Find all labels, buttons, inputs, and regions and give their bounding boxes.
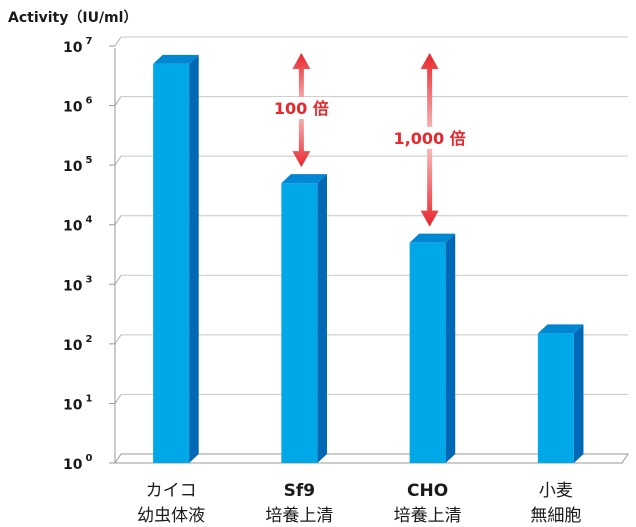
y-tick-label: 10 3	[63, 274, 92, 294]
bar-2	[409, 233, 456, 463]
bar-side	[573, 324, 584, 463]
fold-label: 1,000 倍	[394, 129, 466, 148]
x-category-label-line1: カイコ	[146, 481, 197, 501]
fold-label: 100 倍	[274, 99, 329, 118]
bar-front	[537, 333, 574, 463]
grid-line-diag	[114, 394, 122, 404]
fold-label-bg	[389, 126, 470, 149]
y-tick-label: 10 1	[63, 393, 92, 413]
bar-front	[153, 63, 190, 463]
x-category-label-line2: 無細胞	[530, 506, 581, 526]
bar-side	[445, 233, 456, 463]
x-category-label-line1: 小麦	[539, 481, 573, 501]
grid-line-diag	[114, 215, 122, 225]
bars	[153, 54, 584, 464]
x-category-label-line1: CHO	[407, 481, 448, 501]
bar-side	[189, 54, 199, 463]
grid-line-diag	[114, 155, 122, 166]
x-category-label-line2: 培養上清	[265, 506, 333, 526]
bar-top	[537, 324, 584, 334]
grid-line-diag	[114, 96, 122, 106]
bar-top	[409, 233, 456, 243]
bar-top	[153, 54, 199, 64]
axes	[109, 45, 629, 464]
fold-arrow-1: 1,000 倍	[389, 53, 470, 227]
y-tick-label: 10 2	[63, 334, 92, 354]
grid-line-diag	[114, 334, 122, 345]
y-tick-label: 10 5	[63, 155, 92, 175]
grid-lines	[114, 36, 628, 404]
y-tick-label: 10 7	[63, 36, 92, 56]
bar-side	[317, 174, 327, 464]
y-tick-label: 10 0	[63, 453, 92, 473]
x-axis-floor	[114, 453, 629, 464]
y-axis-label: Activity（IU/ml）	[8, 10, 137, 26]
bar-0	[153, 54, 199, 463]
y-tick-label: 10 4	[63, 215, 92, 235]
bar-top	[281, 174, 327, 184]
x-category-label-line1: Sf9	[284, 481, 315, 501]
grid-line-diag	[114, 36, 122, 47]
x-category-label-line2: 培養上清	[394, 506, 462, 526]
bar-3	[537, 324, 584, 463]
annotations: 100 倍 1,000 倍	[271, 53, 470, 227]
grid-line-diag	[114, 275, 122, 285]
fold-label-bg	[271, 97, 332, 120]
fold-arrow-0: 100 倍	[271, 53, 332, 168]
bar-1	[281, 174, 327, 464]
bar-front	[409, 242, 446, 463]
y-tick-label: 10 6	[63, 96, 92, 116]
x-category-label-line2: 幼虫体液	[137, 506, 205, 526]
bar-front	[281, 183, 318, 464]
